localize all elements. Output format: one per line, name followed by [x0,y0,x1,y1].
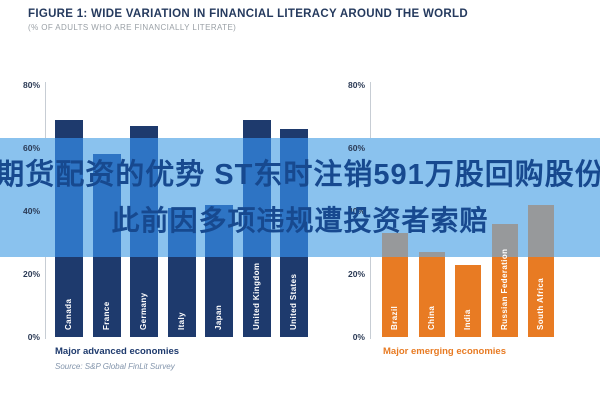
bar-category-label: Japan [214,304,223,330]
source-note: Source: S&P Global FinLit Survey [55,362,175,371]
y-axis-tick-label: 0% [352,332,365,342]
bar-category-label: South Africa [536,277,545,330]
bar-united-kingdom: United Kingdom [242,120,271,337]
bar-category-label: Italy [176,311,186,330]
bar-france: France [92,154,121,337]
y-axis-tick-label: 0% [27,332,40,342]
bar-category-label: United States [289,273,298,330]
chart-caption-advanced: Major advanced economies [55,346,180,357]
bar-germany: Germany [130,126,158,337]
bar-italy: Italy [167,208,196,337]
bar-china: China [418,252,445,337]
figure-title: FIGURE 1: WIDE VARIATION IN FINANCIAL LI… [28,8,468,20]
y-axis-tick-label: 80% [22,80,40,90]
bar-category-label: China [426,305,436,330]
bar-japan: Japan [205,205,233,337]
y-axis-tick-label: 20% [22,269,40,279]
bar-category-label: India [463,309,472,330]
bar-category-label: France [101,301,111,330]
bar-russian-federation: Russian Federation [491,224,518,337]
bar-united-states: United States [280,129,308,337]
bar-brazil: Brazil [382,233,408,337]
chart-caption-emerging: Major emerging economies [383,346,507,357]
bar-category-label: Germany [139,292,148,330]
bar-india: India [455,265,481,337]
y-axis-tick-label: 60% [347,143,365,153]
bar-category-label: United Kingdom [251,262,261,330]
bar-south-africa: South Africa [528,205,554,337]
y-axis-tick-label: 20% [347,269,365,279]
y-axis-tick-label: 40% [22,206,40,216]
y-axis-tick-label: 60% [22,143,40,153]
bar-category-label: Russian Federation [499,248,509,330]
bar-category-label: Canada [64,298,73,330]
figure-subtitle: (% OF ADULTS WHO ARE FINANCIALLY LITERAT… [28,23,237,32]
y-axis-tick-label: 80% [347,80,365,90]
bar-category-label: Brazil [390,305,399,330]
bar-canada: Canada [55,120,83,337]
y-axis-tick-label: 40% [347,206,365,216]
